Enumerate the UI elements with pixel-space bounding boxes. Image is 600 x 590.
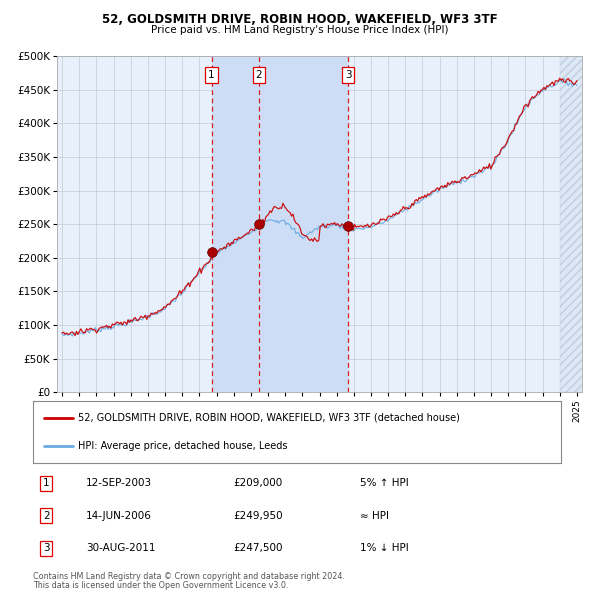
Text: 14-JUN-2006: 14-JUN-2006 [86, 511, 152, 520]
Text: Contains HM Land Registry data © Crown copyright and database right 2024.: Contains HM Land Registry data © Crown c… [33, 572, 345, 581]
Text: ≈ HPI: ≈ HPI [361, 511, 389, 520]
Bar [560, 56, 594, 392]
Text: HPI: Average price, detached house, Leeds: HPI: Average price, detached house, Leed… [78, 441, 287, 451]
Text: £247,500: £247,500 [233, 543, 283, 553]
Text: 3: 3 [43, 543, 50, 553]
Text: 5% ↑ HPI: 5% ↑ HPI [361, 478, 409, 488]
Bar [212, 56, 348, 392]
Text: 3: 3 [345, 70, 352, 80]
Text: 2: 2 [256, 70, 262, 80]
Text: 12-SEP-2003: 12-SEP-2003 [86, 478, 152, 488]
Text: 52, GOLDSMITH DRIVE, ROBIN HOOD, WAKEFIELD, WF3 3TF (detached house): 52, GOLDSMITH DRIVE, ROBIN HOOD, WAKEFIE… [78, 413, 460, 423]
Text: 52, GOLDSMITH DRIVE, ROBIN HOOD, WAKEFIELD, WF3 3TF: 52, GOLDSMITH DRIVE, ROBIN HOOD, WAKEFIE… [102, 13, 498, 26]
Text: 1: 1 [43, 478, 50, 488]
Text: Price paid vs. HM Land Registry's House Price Index (HPI): Price paid vs. HM Land Registry's House … [151, 25, 449, 35]
Text: This data is licensed under the Open Government Licence v3.0.: This data is licensed under the Open Gov… [33, 581, 289, 590]
Text: 30-AUG-2011: 30-AUG-2011 [86, 543, 155, 553]
Text: 2: 2 [43, 511, 50, 520]
Text: £249,950: £249,950 [233, 511, 283, 520]
Text: £209,000: £209,000 [233, 478, 283, 488]
Text: 1: 1 [208, 70, 215, 80]
Text: 1% ↓ HPI: 1% ↓ HPI [361, 543, 409, 553]
